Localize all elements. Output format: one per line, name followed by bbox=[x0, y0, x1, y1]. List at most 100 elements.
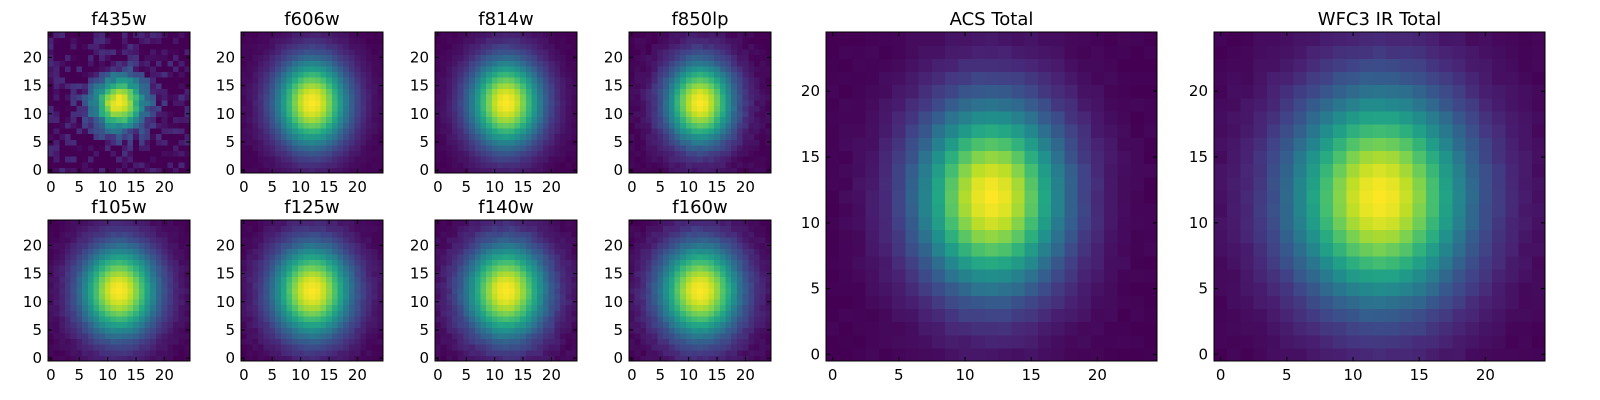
heatmap-cell bbox=[150, 321, 157, 328]
heatmap-cell bbox=[246, 321, 253, 328]
heatmap-cell bbox=[167, 321, 174, 328]
heatmap-cell bbox=[110, 355, 117, 362]
heatmap-cell bbox=[269, 65, 276, 73]
heatmap-cell bbox=[497, 77, 504, 84]
heatmap-cell bbox=[759, 355, 766, 362]
heatmap-cell bbox=[714, 116, 721, 123]
heatmap-cell bbox=[542, 127, 550, 135]
heatmap-cell bbox=[559, 310, 567, 317]
heatmap-cell bbox=[474, 105, 482, 112]
heatmap-cell bbox=[497, 276, 504, 283]
heatmap-cell bbox=[360, 105, 367, 112]
heatmap-cell bbox=[674, 60, 681, 67]
heatmap-cell bbox=[651, 327, 658, 334]
heatmap-cell bbox=[258, 150, 265, 157]
heatmap-cell bbox=[258, 99, 265, 106]
heatmap-cell bbox=[104, 253, 112, 261]
heatmap-cell bbox=[691, 105, 698, 112]
heatmap-cell bbox=[121, 321, 129, 328]
heatmap-cell bbox=[116, 37, 123, 44]
heatmap-cell bbox=[104, 287, 112, 294]
heatmap-cell bbox=[629, 310, 636, 317]
heatmap-cell bbox=[269, 116, 276, 123]
heatmap-cell bbox=[520, 122, 527, 129]
heatmap-cell bbox=[646, 332, 653, 340]
heatmap-cell bbox=[559, 71, 567, 78]
heatmap-cell bbox=[343, 344, 350, 351]
heatmap-cell bbox=[708, 282, 715, 289]
heatmap-cell bbox=[87, 338, 95, 345]
heatmap-cell bbox=[748, 332, 755, 340]
heatmap-cell bbox=[674, 32, 681, 39]
heatmap-cell bbox=[127, 248, 134, 255]
heatmap-cell bbox=[520, 310, 527, 317]
heatmap-cell bbox=[314, 99, 322, 106]
heatmap-cell bbox=[99, 248, 106, 255]
heatmap-cell bbox=[537, 344, 544, 351]
heatmap-cell bbox=[469, 122, 476, 129]
heatmap-cell bbox=[246, 65, 253, 73]
heatmap-cell bbox=[565, 355, 572, 362]
heatmap-cell bbox=[714, 88, 721, 95]
heatmap-cell bbox=[514, 332, 521, 340]
heatmap-cell bbox=[297, 65, 305, 73]
heatmap-cell bbox=[674, 105, 681, 112]
y-tick-label: 10 bbox=[216, 293, 235, 311]
heatmap-cell bbox=[99, 253, 106, 261]
heatmap-cell bbox=[480, 161, 487, 168]
heatmap-cell bbox=[497, 144, 504, 152]
heatmap-cell bbox=[668, 77, 676, 84]
heatmap-cell bbox=[354, 133, 361, 140]
heatmap-cell bbox=[280, 270, 288, 277]
heatmap-cell bbox=[668, 304, 676, 311]
heatmap-cell bbox=[258, 248, 265, 255]
heatmap-cell bbox=[269, 293, 276, 300]
heatmap-cell bbox=[548, 304, 555, 311]
heatmap-cell bbox=[463, 48, 470, 56]
heatmap-cell bbox=[765, 315, 772, 323]
heatmap-cell bbox=[87, 32, 95, 39]
heatmap-cell bbox=[286, 105, 293, 112]
heatmap-cell bbox=[292, 127, 299, 135]
y-tick-label: 20 bbox=[216, 236, 235, 254]
heatmap-cell bbox=[446, 105, 453, 112]
heatmap-cell bbox=[497, 82, 504, 89]
heatmap-cell bbox=[150, 32, 157, 39]
heatmap-cell bbox=[314, 298, 322, 306]
heatmap-cell bbox=[446, 150, 453, 157]
heatmap-cell bbox=[371, 150, 378, 157]
heatmap-cell bbox=[320, 349, 327, 356]
heatmap-cell bbox=[280, 110, 288, 118]
heatmap-cell bbox=[326, 161, 333, 168]
heatmap-cell bbox=[167, 65, 174, 73]
heatmap-cell bbox=[178, 144, 185, 152]
heatmap-cell bbox=[731, 32, 738, 39]
heatmap-cell bbox=[331, 60, 339, 67]
heatmap-cell bbox=[144, 116, 151, 123]
heatmap-cell bbox=[446, 276, 453, 283]
heatmap-cell bbox=[93, 265, 100, 272]
heatmap-cell bbox=[76, 37, 83, 44]
heatmap-cell bbox=[514, 43, 521, 50]
heatmap-cell bbox=[548, 99, 555, 106]
heatmap-cell bbox=[753, 344, 761, 351]
heatmap-cell bbox=[525, 122, 533, 129]
heatmap-cell bbox=[565, 156, 572, 163]
heatmap-cell bbox=[486, 338, 493, 345]
heatmap-cell bbox=[480, 220, 487, 227]
heatmap-cell bbox=[440, 344, 447, 351]
heatmap-cell bbox=[320, 315, 327, 323]
heatmap-cell bbox=[133, 304, 140, 311]
y-tick-label: 0 bbox=[225, 349, 235, 367]
heatmap-cell bbox=[297, 253, 305, 261]
heatmap-cell bbox=[127, 105, 134, 112]
heatmap-cell bbox=[48, 310, 55, 317]
heatmap-cell bbox=[286, 65, 293, 73]
heatmap-cell bbox=[331, 276, 339, 283]
heatmap-cell bbox=[280, 167, 288, 174]
heatmap-cell bbox=[463, 270, 470, 277]
heatmap-cell bbox=[252, 60, 259, 67]
heatmap-cell bbox=[280, 88, 288, 95]
heatmap-cell bbox=[59, 122, 66, 129]
heatmap-cell bbox=[82, 225, 89, 232]
